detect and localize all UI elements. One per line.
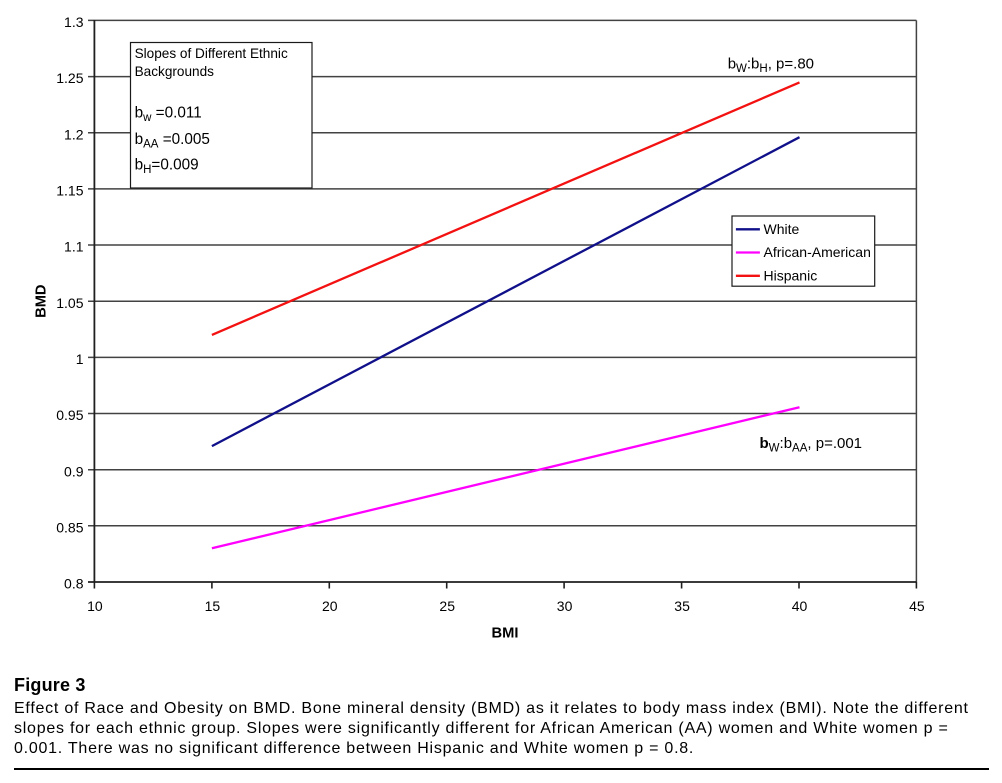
svg-text:White: White xyxy=(764,221,800,237)
svg-text:0.8: 0.8 xyxy=(64,576,84,592)
svg-text:1.15: 1.15 xyxy=(56,183,83,199)
svg-text:15: 15 xyxy=(205,598,221,614)
svg-text:Slopes of Different Ethnic: Slopes of Different Ethnic xyxy=(135,46,288,61)
svg-text:30: 30 xyxy=(557,598,573,614)
svg-text:Hispanic: Hispanic xyxy=(764,268,818,284)
svg-text:1.3: 1.3 xyxy=(64,14,84,30)
svg-text:45: 45 xyxy=(909,598,925,614)
svg-text:BMI: BMI xyxy=(492,626,519,642)
svg-text:0.9: 0.9 xyxy=(64,463,84,479)
svg-text:1.05: 1.05 xyxy=(56,295,83,311)
svg-text:African-American: African-American xyxy=(764,244,871,260)
svg-text:20: 20 xyxy=(322,598,338,614)
svg-text:1.1: 1.1 xyxy=(64,239,84,255)
svg-text:25: 25 xyxy=(439,598,455,614)
svg-text:10: 10 xyxy=(87,598,103,614)
svg-text:1: 1 xyxy=(76,351,84,367)
svg-text:BMD: BMD xyxy=(34,284,50,317)
svg-text:bH=0.009: bH=0.009 xyxy=(135,157,199,176)
svg-text:bW:bAA, p=.001: bW:bAA, p=.001 xyxy=(760,435,863,454)
svg-text:0.95: 0.95 xyxy=(56,407,83,423)
svg-text:1.2: 1.2 xyxy=(64,126,84,142)
svg-text:Backgrounds: Backgrounds xyxy=(135,64,215,79)
svg-text:bW:bH, p=.80: bW:bH, p=.80 xyxy=(728,56,814,75)
svg-text:bw =0.011: bw =0.011 xyxy=(135,105,202,124)
svg-text:0.85: 0.85 xyxy=(56,519,83,535)
svg-text:1.25: 1.25 xyxy=(56,70,83,86)
svg-text:35: 35 xyxy=(674,598,690,614)
svg-text:40: 40 xyxy=(792,598,808,614)
